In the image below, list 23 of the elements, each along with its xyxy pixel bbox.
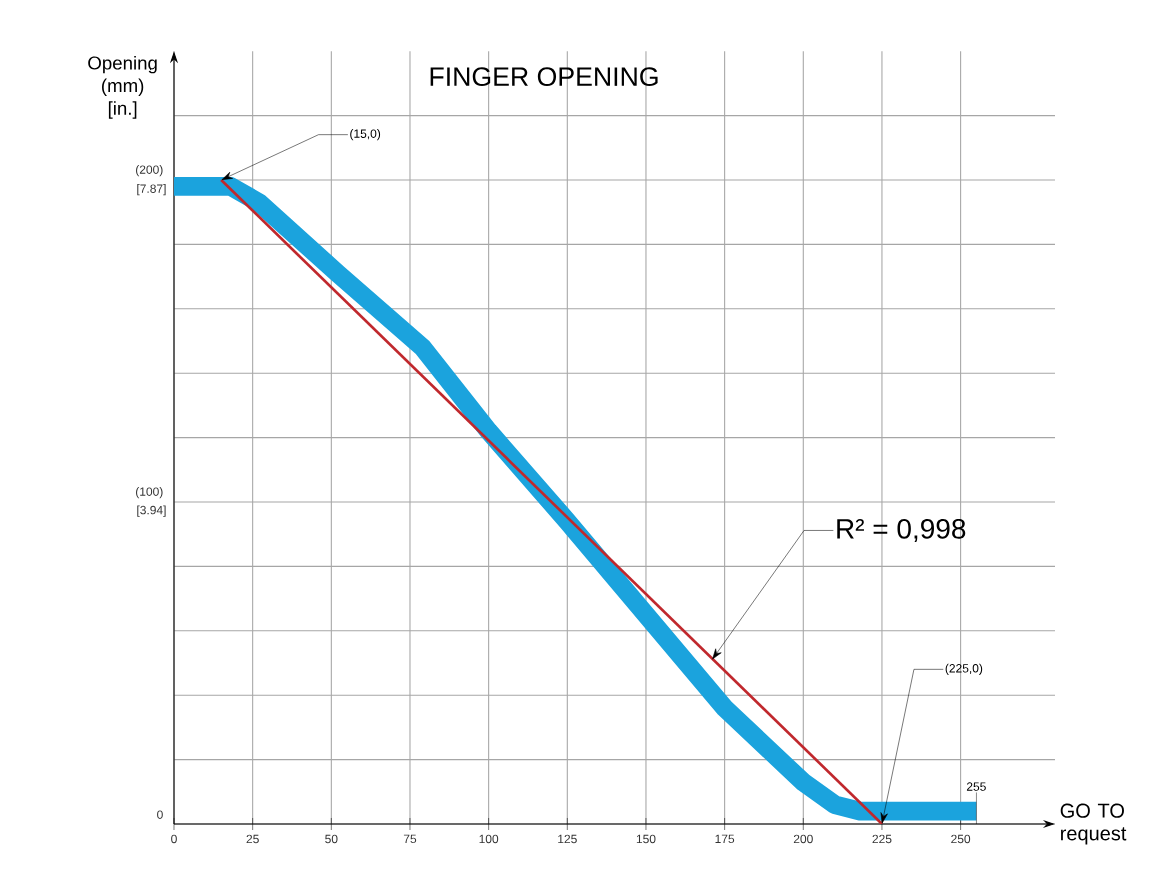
x-tick-label: 200	[793, 834, 813, 844]
y2-tick-label: [7.87]	[137, 184, 166, 196]
annotation: 255	[966, 782, 986, 791]
annotation: R² = 0,998	[837, 518, 966, 542]
chart-title: FINGER OPENING	[430, 67, 658, 87]
y-tick-label: 0	[157, 810, 163, 819]
x-tick-label: 50	[325, 834, 338, 844]
x-tick-label: 175	[715, 834, 735, 844]
x-tick-label: 250	[951, 834, 971, 844]
x-tick-label: 25	[246, 834, 259, 844]
y-tick-label: (100)	[136, 487, 163, 499]
y-tick-label: (200)	[136, 165, 163, 177]
y-axis-title: Opening (mm) [in.]	[88, 55, 157, 119]
y2-tick-label: [3.94]	[137, 505, 166, 517]
annotation: (15,0)	[350, 129, 381, 141]
x-tick-label: 125	[558, 834, 577, 844]
x-tick-label: 150	[636, 834, 656, 844]
x-axis-title: GO TO request	[1060, 803, 1127, 845]
x-tick-label: 75	[403, 834, 417, 844]
x-tick-label: 100	[479, 834, 499, 844]
x-tick-label: 225	[872, 834, 892, 844]
x-tick-label: 0	[171, 834, 177, 844]
annotation: (225,0)	[945, 663, 983, 675]
